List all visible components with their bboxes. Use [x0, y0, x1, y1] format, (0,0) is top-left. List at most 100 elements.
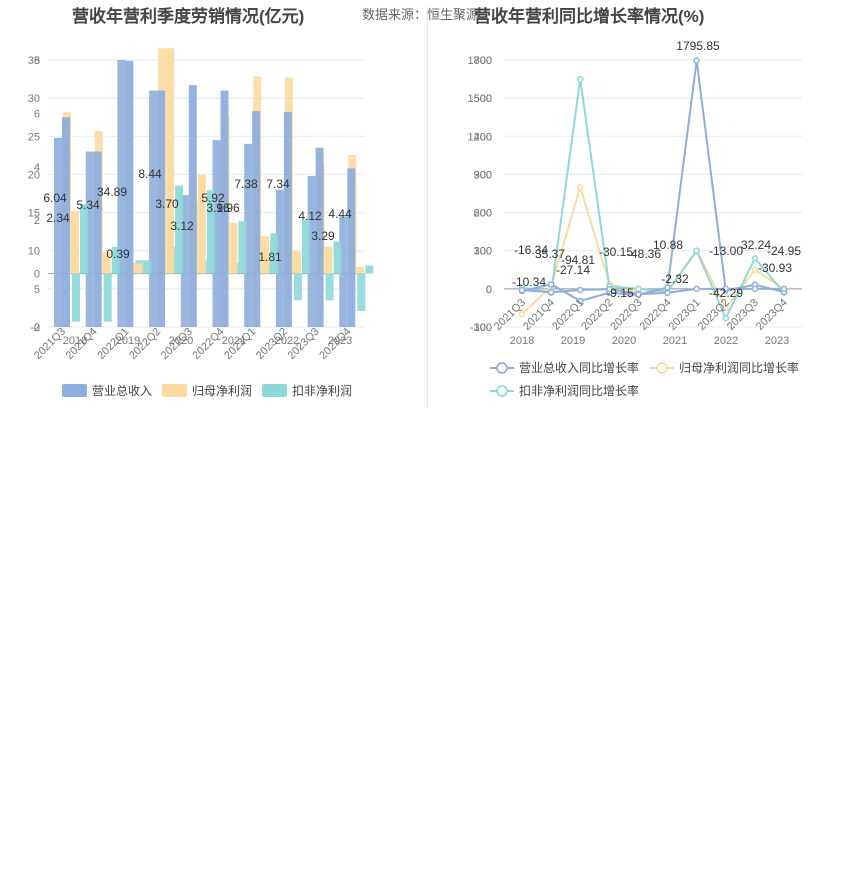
net-profit-growth-point — [576, 183, 584, 191]
y-tick-label-right: 0 — [34, 269, 40, 281]
bar — [175, 185, 184, 274]
y-tick-label-right: 6 — [34, 108, 40, 120]
data-label: 34.89 — [97, 185, 127, 199]
revenue-growth-overlay-point — [693, 285, 700, 293]
bar — [134, 263, 143, 274]
x-year-label: 2022 — [275, 335, 299, 347]
legend-label: 扣非净利润 — [292, 384, 352, 398]
legend-marker — [496, 362, 508, 374]
y-tick-label: 0 — [34, 322, 40, 334]
y-tick-label-right: 200 — [474, 208, 492, 220]
deducted-profit-growth-point — [576, 75, 584, 83]
bar-overlay — [293, 273, 302, 301]
data-label: -30.15 — [599, 245, 633, 259]
y-tick-label-right: 8 — [34, 55, 40, 67]
deducted-profit-growth-point — [693, 247, 700, 254]
bar — [356, 266, 365, 274]
legend-swatch — [262, 384, 287, 397]
data-label: 4.12 — [298, 209, 322, 223]
y-tick-label-right: -2 — [30, 322, 40, 334]
y-tick-label-right: 400 — [474, 131, 492, 143]
data-label: -24.95 — [767, 244, 801, 258]
revenue-growth-point — [693, 57, 700, 64]
bar-overlay — [307, 175, 316, 327]
bar-overlay — [180, 195, 189, 327]
data-label: 3.70 — [155, 197, 179, 211]
bar — [62, 117, 70, 327]
bar — [71, 211, 79, 274]
y-tick-label: 20 — [28, 169, 40, 181]
legend-swatch — [62, 384, 87, 397]
deducted-profit-growth-point — [751, 255, 759, 262]
legend-label: 营业总收入同比增长率 — [519, 360, 639, 375]
y-tick-label-right: 4 — [34, 162, 40, 174]
data-label: 5.34 — [76, 198, 100, 212]
bar-chart-svg: 3530252015105086420-26.042.345.3434.890.… — [28, 48, 374, 398]
revenue-growth-overlay-point — [547, 289, 555, 296]
bar-overlay — [85, 151, 94, 327]
data-label: 1.96 — [216, 201, 240, 215]
bar — [301, 220, 310, 274]
data-label: 10.88 — [653, 238, 683, 252]
data-label: -42.29 — [709, 286, 743, 300]
data-label: 4.44 — [328, 207, 352, 221]
data-label: 32.24 — [741, 238, 771, 252]
deducted-profit-growth-point — [635, 285, 642, 293]
bar — [93, 151, 102, 327]
legend-label: 归母净利润 — [192, 384, 252, 398]
bar — [283, 111, 292, 327]
revenue-growth-overlay-point — [780, 285, 788, 293]
y-tick-label-right: 700 — [474, 55, 492, 67]
data-source-note: 数据来源：恒生聚源 — [362, 7, 480, 22]
revenue-growth-overlay-point — [606, 285, 613, 293]
bar — [197, 174, 206, 274]
bar — [80, 204, 88, 274]
y-tick-label: 5 — [34, 284, 40, 296]
y-tick-label: -300 — [470, 322, 492, 334]
bar — [261, 236, 270, 274]
y-tick-label: 600 — [474, 208, 492, 220]
data-label: -16.34 — [514, 243, 548, 257]
data-label: -13.00 — [709, 244, 743, 258]
y-tick-label-right: 500 — [474, 93, 492, 105]
chart-title: 营收年营利季度劳销情况(亿元) — [72, 7, 305, 26]
data-label: -27.14 — [556, 263, 590, 277]
y-tick-label: 10 — [28, 246, 40, 258]
x-year-label: 2023 — [765, 335, 789, 347]
net-profit-growth-point — [518, 311, 526, 318]
x-year-label: 2019 — [561, 335, 585, 347]
quarterly-performance-chart: 营收年营利季度劳销情况(亿元) 35 30 25 20 15 10 5 0 8 6 4 2 0 -2 6.0… — [0, 0, 425, 410]
data-label: 1795.85 — [676, 39, 720, 53]
bar-overlay — [117, 60, 126, 327]
data-label: 0.39 — [106, 247, 130, 261]
y-tick-label: 30 — [28, 93, 40, 105]
y-tick-label: 300 — [474, 246, 492, 258]
revenue-growth-point — [547, 281, 555, 288]
y-tick-label: 1500 — [468, 93, 492, 105]
data-label: -48.36 — [627, 247, 661, 261]
revenue-growth-overlay-point — [722, 285, 730, 293]
revenue-growth-overlay-point — [518, 286, 526, 294]
bar-overlay — [72, 273, 80, 322]
panel-divider — [427, 8, 428, 408]
y-tick-label-right: 300 — [474, 169, 492, 181]
legend-label: 扣非净利润同比增长率 — [519, 383, 639, 398]
bar — [166, 48, 175, 274]
revenue-growth-overlay-point — [751, 285, 759, 293]
bar — [270, 233, 279, 274]
bar — [333, 241, 342, 274]
bar — [206, 190, 215, 274]
data-label: -2.32 — [661, 272, 689, 286]
x-year-label: 2019 — [116, 335, 140, 347]
revenue-growth-overlay-line — [521, 287, 784, 296]
y-tick-label: 35 — [28, 55, 40, 67]
bar — [220, 90, 229, 327]
data-label: 35.37 — [535, 247, 565, 261]
bar — [347, 168, 356, 327]
bar — [143, 260, 152, 274]
legend-label: 归母净利润同比增长率 — [679, 360, 799, 375]
y-tick-label: 15 — [28, 208, 40, 220]
y-tick-label: 25 — [28, 131, 40, 143]
deducted-profit-growth-point — [722, 314, 730, 322]
bar — [315, 147, 324, 327]
